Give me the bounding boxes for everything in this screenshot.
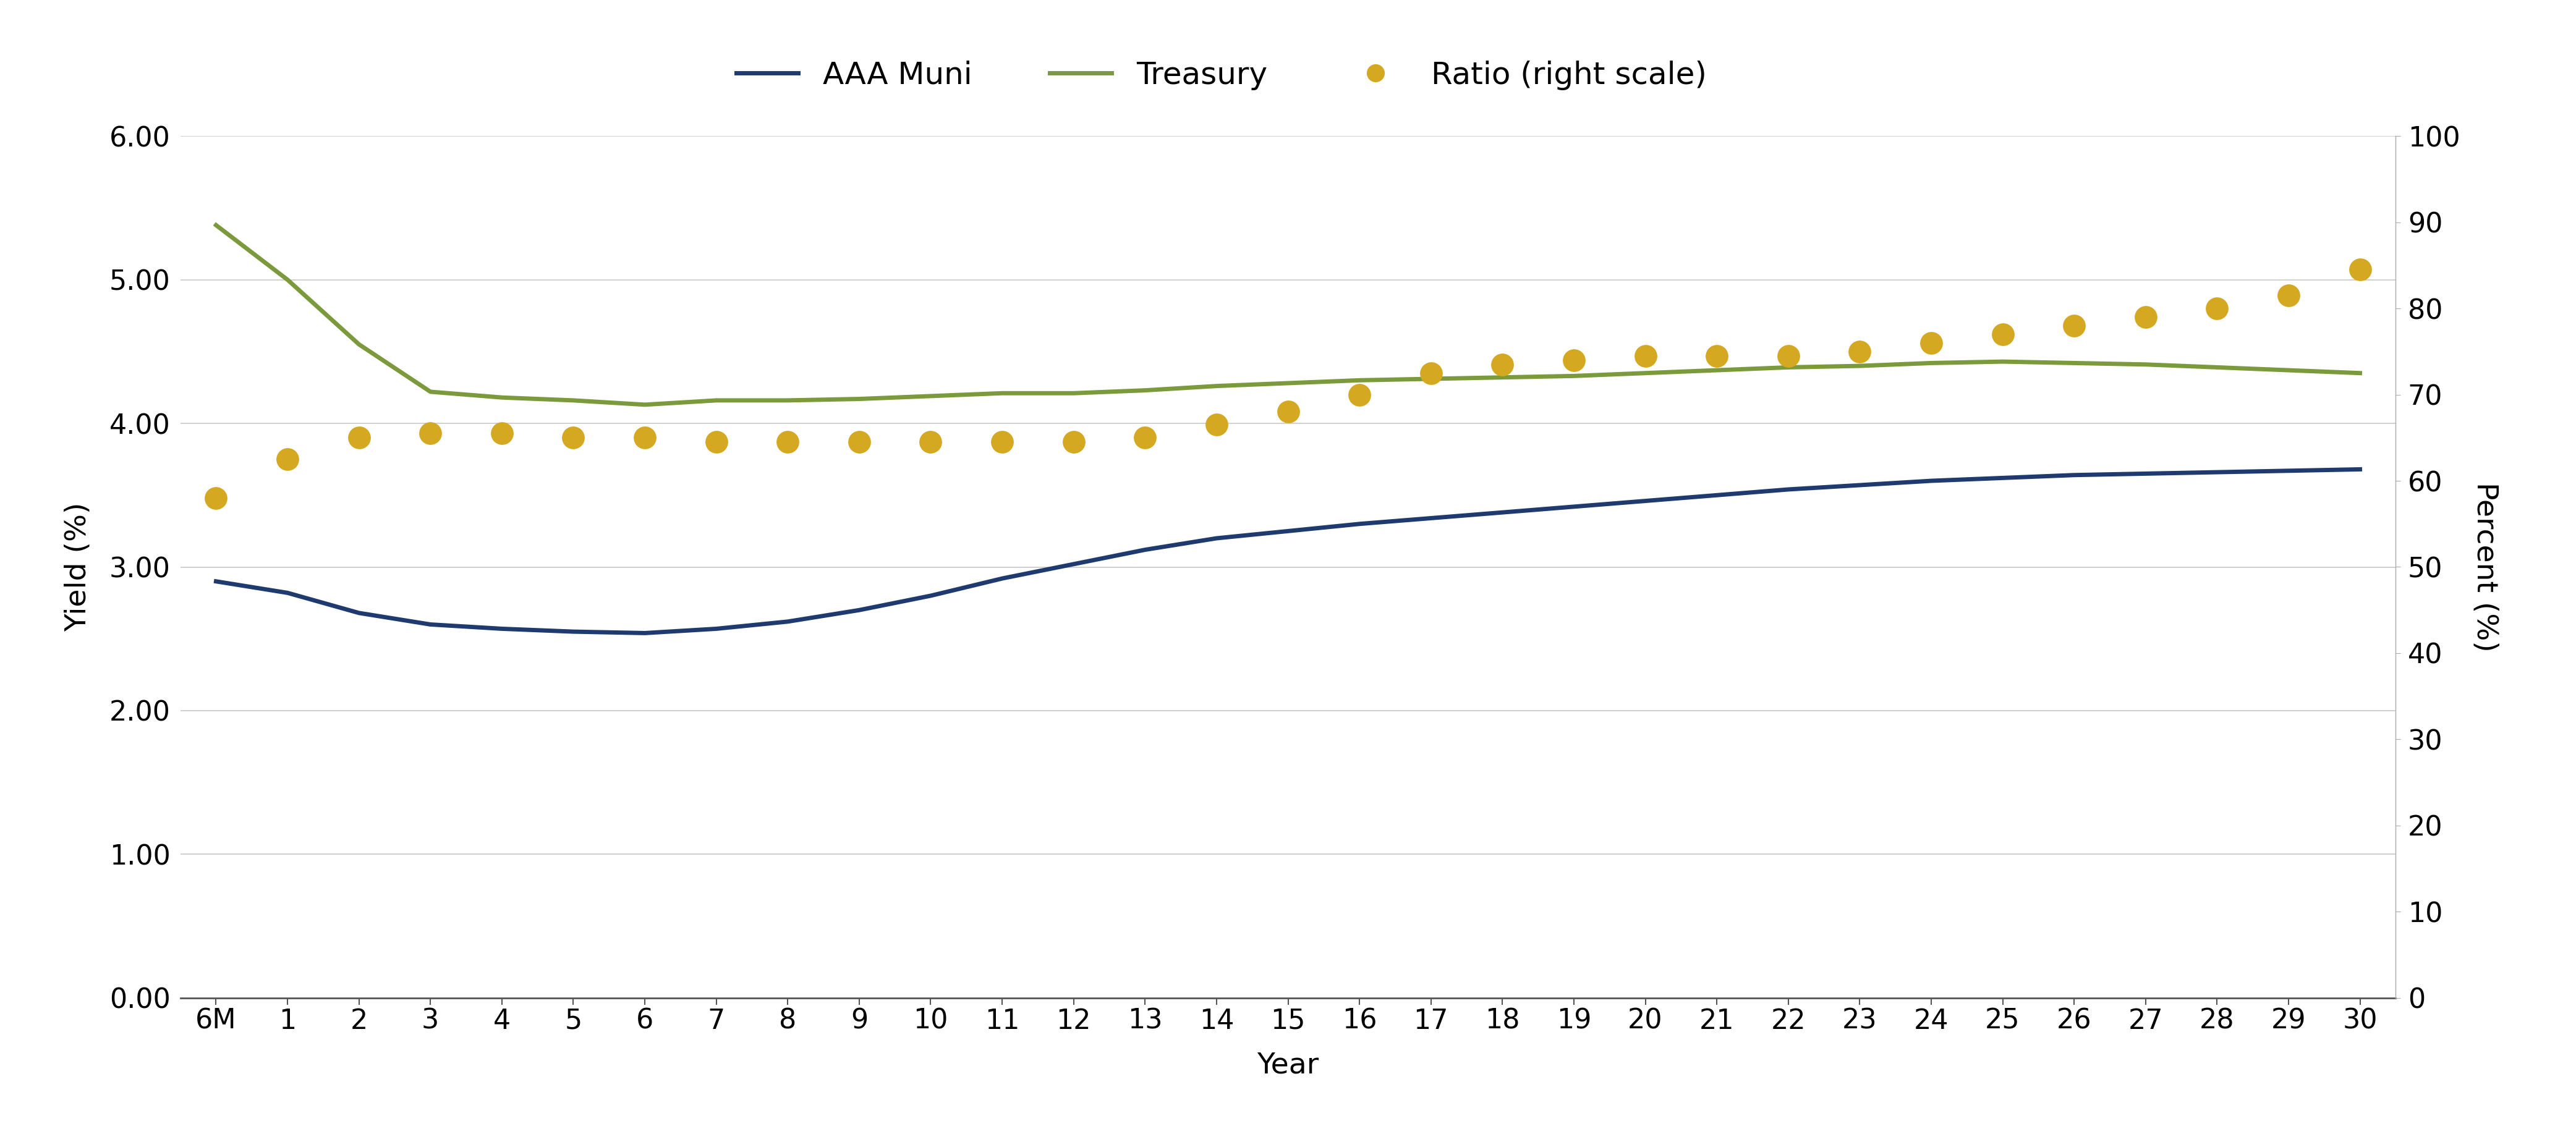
Point (1695, 347, 1736, 365)
Point (554, 429, 595, 447)
Point (1553, 352, 1595, 370)
Point (981, 433, 1023, 451)
Point (337, 429, 379, 447)
Point (1981, 325, 2022, 344)
Point (1267, 403, 1309, 421)
Legend: AAA Muni, Treasury, Ratio (right scale): AAA Muni, Treasury, Ratio (right scale) (724, 48, 1718, 102)
Point (2197, 299, 2239, 318)
Point (268, 450, 309, 468)
Point (2339, 261, 2380, 279)
Point (1126, 429, 1167, 447)
Y-axis label: Percent (%): Percent (%) (2470, 482, 2499, 652)
Point (1481, 355, 1522, 373)
Point (2267, 287, 2308, 305)
Point (1340, 386, 1381, 404)
Point (1195, 416, 1236, 434)
Point (1625, 347, 1667, 365)
Point (909, 433, 951, 451)
Point (1911, 333, 1953, 352)
Point (840, 433, 881, 451)
Point (2053, 316, 2094, 335)
Point (623, 429, 665, 447)
Point (2125, 308, 2166, 327)
Point (768, 433, 809, 451)
Y-axis label: Yield (%): Yield (%) (64, 502, 93, 632)
Point (1409, 364, 1450, 382)
Point (482, 424, 523, 442)
Point (1054, 433, 1095, 451)
Point (196, 489, 237, 507)
Point (696, 433, 737, 451)
Point (1839, 342, 1880, 361)
Point (1767, 347, 1808, 365)
X-axis label: Year: Year (1257, 1051, 1319, 1080)
Point (410, 424, 451, 442)
